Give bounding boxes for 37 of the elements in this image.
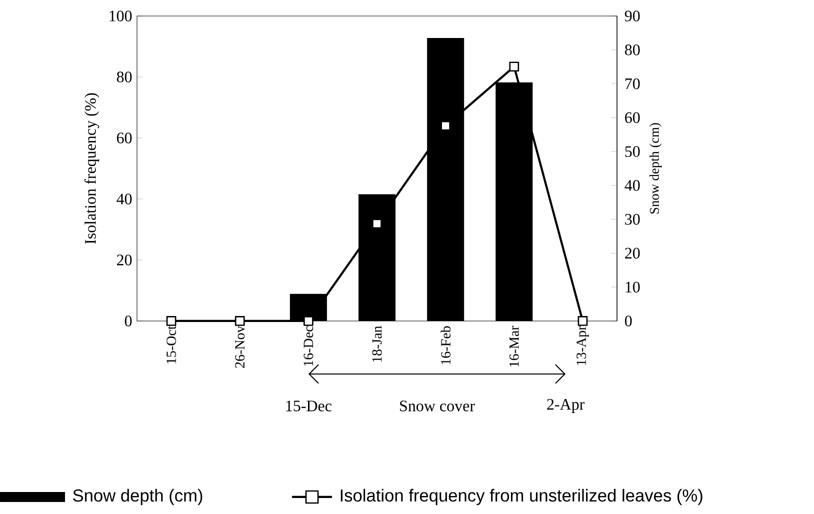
legend-label: Isolation frequency from unsterilized leaves (%) [340,488,702,506]
x-tick-label: 13-Apr [576,326,589,365]
point [166,316,176,326]
y2-tick-label: 80 [624,44,640,56]
y2-tick-label: 20 [625,248,640,259]
y-tick-label: 20 [117,254,132,266]
point [578,316,588,326]
text: 2-Apr [547,398,585,413]
x-tick-label: 26-Nov [235,326,245,368]
point [303,316,314,326]
x-tick-label: 16-Feb [440,326,451,364]
point [234,316,245,326]
y2-axis-title: Snow depth (cm) [650,123,662,214]
y2-tick-label: 40 [624,180,640,191]
x-tick-label: 15-Oct [166,326,176,364]
y-axis-title: Isolation frequency (%) [84,93,100,244]
point [440,120,451,131]
y-tick-label: 100 [110,10,132,22]
x-tick-label: 18-Jan [372,326,382,362]
text: Snow cover [400,400,475,412]
y2-tick-label: 30 [625,214,640,225]
y-tick-label: 80 [116,72,132,82]
text: 15-Dec [286,400,332,412]
y2-tick-label: 90 [624,10,640,22]
y-tick-label: 0 [124,316,132,326]
legend-label: Snow depth (cm) [73,488,202,506]
point [509,62,520,72]
y2-tick-label: 10 [626,282,640,292]
x-tick-label: 16-Dec [304,326,314,366]
y2-tick-label: 60 [625,112,640,124]
y2-tick-label: 50 [625,146,640,157]
y2-tick-label: 0 [624,316,632,326]
y-tick-label: 40 [116,194,132,204]
x-tick-label: 16-Mar [509,326,519,366]
y-tick-label: 60 [116,132,132,144]
y2-tick-label: 70 [625,78,640,90]
point [372,218,382,229]
